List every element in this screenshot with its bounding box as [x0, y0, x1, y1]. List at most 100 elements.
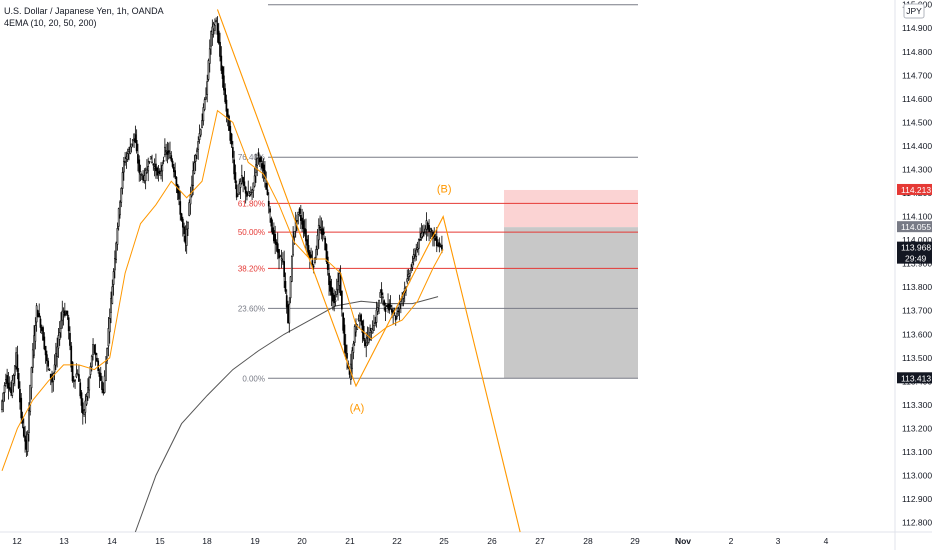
candle-body	[383, 300, 386, 306]
candle-body	[203, 99, 206, 110]
candle-body	[380, 289, 383, 295]
candle-body	[87, 387, 89, 393]
candle-body	[370, 327, 373, 332]
candle-body	[171, 160, 174, 167]
fib-level-label: 0.00%	[242, 374, 265, 383]
price-tag-bg	[897, 372, 932, 384]
candle-body	[74, 379, 76, 382]
candle-body	[40, 327, 43, 331]
candle-body	[179, 201, 182, 215]
candle-body	[147, 166, 150, 172]
candle-body	[219, 41, 221, 57]
candle-body	[71, 361, 74, 382]
candle-body	[282, 260, 284, 263]
candle-body	[108, 318, 111, 333]
candle-body	[230, 133, 233, 145]
candle-body	[214, 24, 216, 31]
x-tick-label: 19	[250, 536, 260, 546]
candle-body	[207, 60, 210, 80]
candle-body	[174, 170, 176, 178]
candle-body	[296, 220, 298, 222]
candle-body	[221, 66, 224, 79]
candle-body	[185, 228, 188, 246]
candle-body	[99, 372, 102, 381]
candle-body	[84, 400, 87, 413]
candle-body	[129, 146, 132, 154]
candle-body	[76, 373, 79, 376]
x-tick-label: 20	[297, 536, 307, 546]
candle-body	[269, 208, 271, 213]
candle-body	[378, 300, 380, 307]
candle-body	[376, 307, 379, 312]
candle-body	[116, 227, 119, 245]
candle-body	[288, 303, 291, 324]
candle-body	[126, 153, 129, 160]
candle-body	[88, 376, 91, 391]
candle-body	[189, 194, 192, 205]
candle-body	[67, 317, 70, 332]
fib-level-label: 23.60%	[238, 304, 265, 313]
x-tick-label: 21	[345, 536, 355, 546]
candle-body	[235, 184, 238, 198]
candle-body	[30, 367, 33, 389]
candle-body	[164, 146, 166, 156]
candle-body	[273, 230, 275, 242]
y-tick-label: 113.500	[902, 353, 932, 363]
candle-body	[43, 336, 46, 350]
candle-body	[206, 81, 209, 96]
candle-body	[429, 228, 432, 232]
y-tick-label: 114.100	[902, 212, 932, 222]
candle-body	[346, 353, 348, 359]
candle-body	[107, 328, 110, 347]
candle-body	[112, 271, 115, 285]
x-tick-label: 28	[583, 536, 593, 546]
y-tick-label: 113.000	[902, 471, 932, 481]
candle-body	[306, 239, 309, 246]
candle-body	[173, 166, 175, 173]
candle-body	[53, 364, 56, 373]
candle-body	[63, 310, 66, 316]
candle-body	[42, 327, 44, 341]
candle-body	[292, 236, 294, 256]
candle-body	[31, 349, 34, 368]
candle-body	[311, 260, 314, 266]
candle-body	[158, 170, 161, 175]
candle-body	[148, 160, 151, 163]
candle-body	[293, 231, 296, 238]
y-tick-label: 113.300	[902, 400, 932, 410]
candle-body	[66, 310, 69, 316]
candle-body	[375, 309, 378, 323]
candle-body	[93, 344, 96, 354]
candle-body	[307, 245, 310, 255]
candle-body	[90, 355, 93, 368]
y-tick-label: 114.500	[902, 117, 932, 127]
currency-badge-label: JPY	[906, 6, 922, 16]
candle-body	[212, 23, 215, 30]
candle-body	[149, 156, 152, 160]
candle-body	[62, 312, 65, 315]
candle-body	[396, 312, 398, 317]
price-tag-value: 113.968	[901, 243, 931, 253]
candle-body	[302, 220, 305, 230]
candle-body	[146, 168, 148, 173]
candle-body	[365, 342, 368, 347]
fib-level-label: 61.80%	[238, 199, 265, 208]
currency-badge[interactable]: JPY	[903, 3, 925, 19]
candle-body	[211, 26, 214, 35]
candle-body	[240, 175, 243, 184]
y-tick-label: 114.800	[902, 47, 932, 57]
candle-body	[175, 176, 178, 187]
candle-body	[438, 242, 441, 247]
candle-body	[341, 290, 343, 310]
fib-level-label: 50.00%	[238, 228, 265, 237]
chart-title: U.S. Dollar / Japanese Yen, 1h, OANDA	[4, 6, 164, 16]
candle-body	[196, 149, 198, 153]
candle-body	[167, 150, 170, 153]
candle-body	[398, 304, 401, 310]
candle-body	[246, 192, 248, 197]
candle-body	[162, 160, 165, 162]
candle-body	[233, 159, 235, 175]
candle-body	[83, 409, 85, 415]
candle-body	[16, 354, 19, 372]
